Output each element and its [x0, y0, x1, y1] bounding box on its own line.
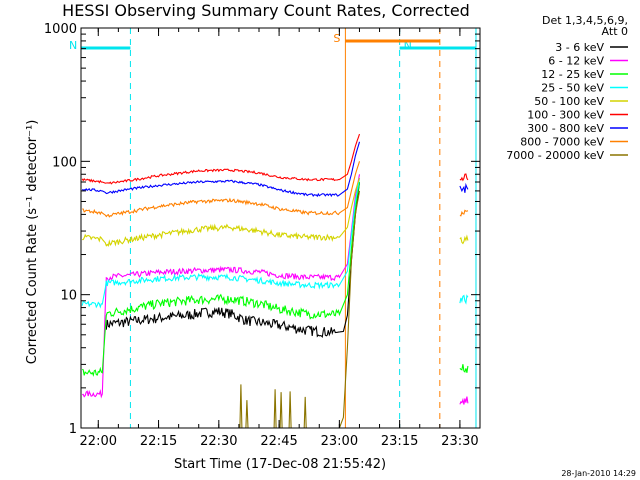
legend-label: 800 - 7000 keV: [520, 136, 604, 149]
plot-area: [81, 28, 480, 428]
legend-label: 300 - 800 keV: [527, 122, 604, 135]
post-gap-line-6: [459, 396, 469, 405]
x-tick-label: 23:00: [321, 434, 358, 449]
series-line-4: [82, 177, 361, 247]
x-tick-label: 22:45: [260, 434, 297, 449]
post-gap-line-4: [459, 294, 469, 305]
chart-title: HESSI Observing Summary Count Rates, Cor…: [62, 1, 470, 20]
y-axis-label: Corrected Count Rate (s⁻¹ detector⁻¹): [25, 120, 40, 365]
post-gap-line-1: [459, 182, 469, 193]
y-tick-label: 1: [69, 422, 77, 437]
series-line-3: [81, 177, 361, 309]
plot-background: [81, 28, 480, 428]
x-axis-label: Start Time (17-Dec-08 21:55:42): [174, 457, 386, 472]
timestamp: 28-Jan-2010 14:29: [561, 469, 636, 478]
y-tick-label: 10: [60, 289, 77, 304]
legend-label: 50 - 100 keV: [534, 95, 604, 108]
legend-label: 6 - 12 keV: [548, 55, 604, 68]
legend-label: 100 - 300 keV: [527, 109, 604, 122]
x-tick-label: 22:00: [80, 434, 117, 449]
y-tick-label: 1000: [44, 22, 77, 37]
post-gap-line-0: [459, 173, 469, 182]
legend-header-line: Att 0: [602, 25, 628, 38]
legend-label: 3 - 6 keV: [555, 41, 604, 54]
legend-label: 7000 - 20000 keV: [506, 149, 604, 162]
series-line-2: [81, 181, 361, 377]
series-line-7: [82, 161, 361, 218]
series-line-5: [81, 133, 361, 185]
x-tick-label: 22:30: [200, 434, 237, 449]
plot-frame: [80, 27, 481, 429]
post-gap-line-2: [459, 209, 469, 217]
post-gap-line-5: [459, 364, 469, 373]
x-tick-label: 23:30: [441, 434, 478, 449]
x-tick-label: 23:15: [381, 434, 418, 449]
legend-label: 25 - 50 keV: [541, 82, 604, 95]
x-tick-label: 22:15: [140, 434, 177, 449]
flag-label: S: [333, 32, 340, 45]
series-line-6: [81, 141, 361, 198]
flag-label: N: [69, 39, 77, 52]
legend-header-line: Det 1,3,4,5,6,9,: [542, 14, 628, 27]
axes: 22:00 22:15 22:30 22:45 23:00 23:15 23:30 1 10 10…: [44, 22, 481, 449]
flag-label: N: [404, 39, 412, 52]
legend-label: 12 - 25 keV: [541, 68, 604, 81]
series-line-1: [82, 174, 361, 399]
post-gap-line-3: [459, 234, 469, 245]
y-tick-label: 100: [52, 155, 77, 170]
series-line-0: [105, 181, 361, 339]
series-layer: [81, 133, 469, 429]
